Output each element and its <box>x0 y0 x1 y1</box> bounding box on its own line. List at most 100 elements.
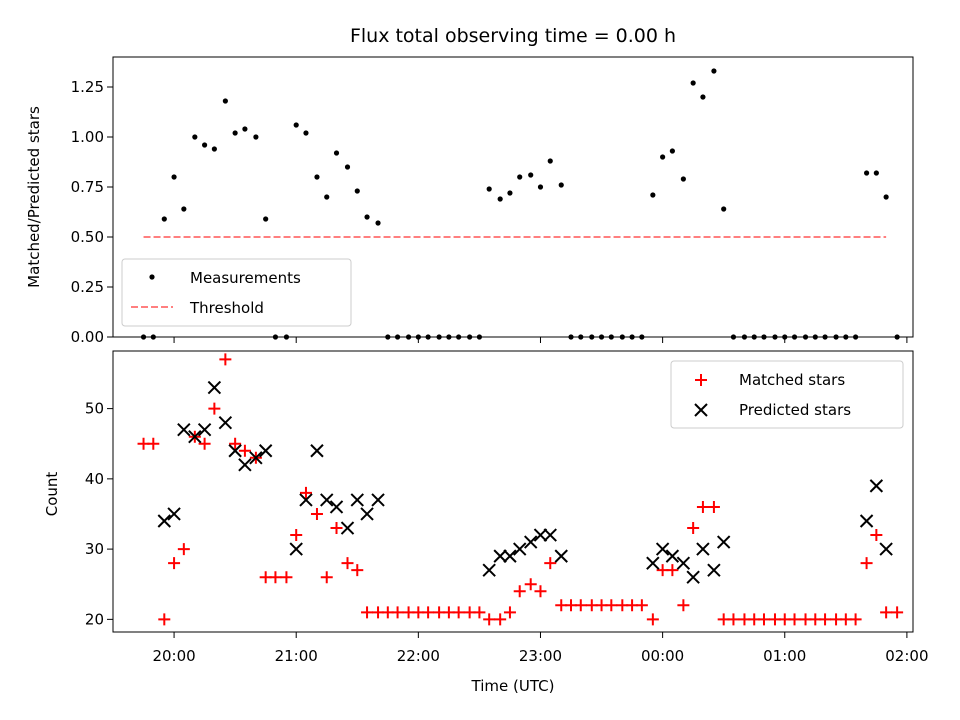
bottom-x-tick-label: 02:00 <box>885 647 928 665</box>
measurement-point <box>314 174 320 180</box>
matched-stars-point <box>208 402 221 415</box>
top-y-tick-label: 0.50 <box>71 228 104 246</box>
predicted-stars-point <box>329 500 344 514</box>
predicted-stars-point <box>482 563 496 577</box>
measurement-point <box>333 150 340 156</box>
matched-stars-point <box>269 571 282 584</box>
measurement-point <box>171 174 177 180</box>
predicted-stars-point <box>289 542 303 556</box>
matched-stars-point <box>696 500 709 513</box>
predicted-stars-point <box>340 521 355 535</box>
predicted-stars-point <box>258 444 273 458</box>
predicted-stars-point <box>299 493 313 507</box>
matched-stars-point <box>330 522 343 535</box>
matched-stars-point <box>299 486 312 499</box>
matched-stars-point <box>351 564 364 577</box>
measurements-legend-marker <box>149 274 155 280</box>
bottom-legend: Matched stars Predicted stars <box>670 360 904 429</box>
measurement-point <box>344 164 351 170</box>
matched-stars-point <box>666 564 679 577</box>
x-axis-label: Time (UTC) <box>471 677 555 695</box>
matched-stars-point <box>341 557 354 570</box>
measurement-point <box>222 98 228 104</box>
measurement-point <box>232 130 238 136</box>
measurement-point <box>669 148 675 154</box>
measurements-legend-label: Measurements <box>190 269 301 287</box>
matched-stars-point <box>177 543 190 556</box>
predicted-stars-point <box>696 542 710 556</box>
threshold-legend-label: Threshold <box>189 299 264 317</box>
top-plot-area <box>140 68 900 340</box>
predicted-stars-point <box>655 542 670 556</box>
predicted-stars-point <box>543 528 557 542</box>
measurement-point <box>528 172 534 178</box>
predicted-stars-point <box>665 549 680 563</box>
measurement-point <box>873 170 879 176</box>
predicted-stars-legend-marker <box>694 403 708 417</box>
bottom-x-tick-label: 22:00 <box>397 647 440 665</box>
measurement-point <box>364 214 370 220</box>
matched-stars-point <box>849 613 862 626</box>
predicted-stars-point <box>686 570 700 584</box>
predicted-stars-point <box>249 451 263 465</box>
top-y-tick-label: 0.25 <box>71 278 104 296</box>
measurement-point <box>507 190 513 196</box>
measurement-point <box>293 122 299 128</box>
measurement-point <box>192 134 198 140</box>
measurement-point <box>181 206 187 212</box>
matched-stars-point <box>452 606 465 619</box>
predicted-stars-point <box>207 380 222 395</box>
bottom-y-axis-label: Count <box>43 472 61 517</box>
measurement-point <box>202 142 208 148</box>
predicted-stars-point <box>524 535 538 549</box>
top-y-tick-label: 0.75 <box>71 178 104 196</box>
matched-stars-point <box>687 522 700 535</box>
matched-stars-point <box>219 353 232 366</box>
matched-stars-point <box>503 606 516 619</box>
measurement-point <box>486 186 492 192</box>
matched-stars-point <box>422 606 435 619</box>
predicted-stars-point <box>554 549 568 563</box>
matched-stars-point <box>646 613 659 626</box>
matched-stars-point <box>524 578 537 591</box>
matched-stars-legend-label: Matched stars <box>739 371 845 389</box>
predicted-stars-point <box>493 549 507 563</box>
predicted-stars-legend-label: Predicted stars <box>739 401 851 419</box>
matched-stars-point <box>891 606 904 619</box>
bottom-x-tick-label: 01:00 <box>763 647 806 665</box>
measurement-point <box>711 68 717 74</box>
bottom-plot-area <box>137 353 904 626</box>
matched-stars-point <box>391 606 404 619</box>
measurement-point <box>242 126 248 132</box>
predicted-stars-point <box>533 528 548 542</box>
predicted-stars-point <box>350 493 364 507</box>
matched-stars-point <box>574 599 587 612</box>
predicted-stars-point <box>513 542 527 556</box>
bottom-legend-box <box>670 360 904 429</box>
matched-stars-point <box>788 613 801 626</box>
predicted-stars-point <box>360 507 374 521</box>
measurement-point <box>263 216 269 222</box>
predicted-stars-point <box>503 549 517 563</box>
matched-stars-point <box>707 500 720 513</box>
measurement-point <box>161 216 167 222</box>
matched-stars-legend-marker <box>695 374 707 386</box>
measurement-point <box>497 196 503 202</box>
predicted-stars-point <box>310 444 324 458</box>
predicted-stars-point <box>707 563 721 577</box>
predicted-stars-point <box>646 556 660 570</box>
matched-stars-point <box>677 599 690 612</box>
predicted-stars-point <box>676 556 691 570</box>
top-axis-ticks: 0.00 0.25 0.50 0.75 1.00 1.25 <box>71 78 908 346</box>
predicted-stars-point <box>879 542 893 556</box>
top-y-tick-label: 0.00 <box>71 328 104 346</box>
bottom-axes-frame <box>112 350 914 633</box>
predicted-stars-point <box>371 493 385 507</box>
top-y-axis-label: Matched/Predicted stars <box>25 106 43 288</box>
matched-stars-point <box>757 613 770 626</box>
matched-stars-point <box>880 606 893 619</box>
matched-stars-point <box>473 606 486 619</box>
bottom-x-tick-label: 23:00 <box>519 647 562 665</box>
